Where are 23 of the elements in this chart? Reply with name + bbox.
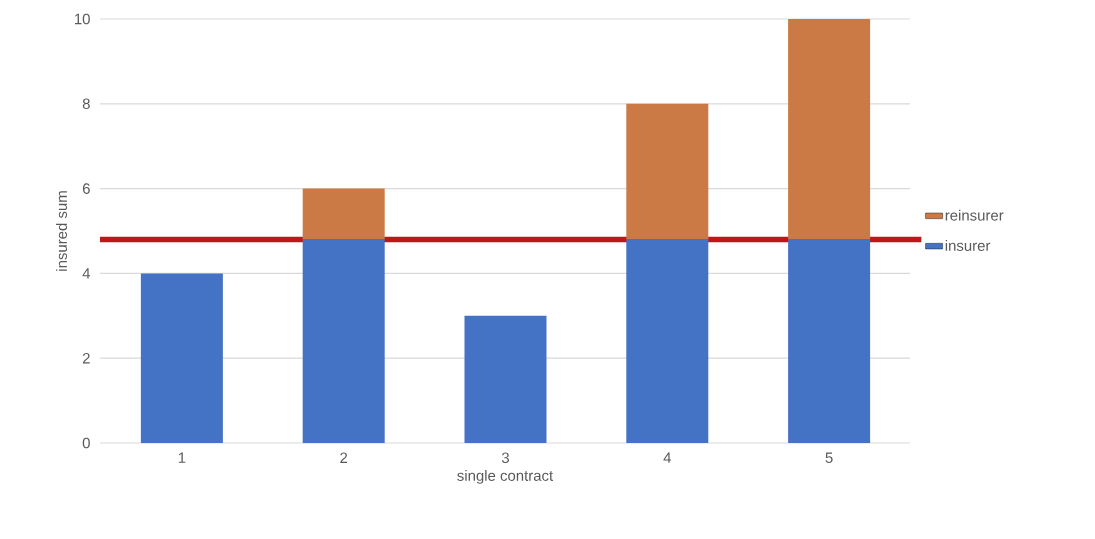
legend-label: insurer — [945, 239, 991, 251]
x-tick-label: 2 — [340, 452, 348, 463]
x-tick-label: 3 — [501, 452, 509, 464]
y-tick-label: 6 — [82, 183, 90, 194]
y-tick-label: 2 — [82, 352, 90, 364]
bar — [302, 188, 385, 240]
bar — [626, 103, 709, 240]
bar — [302, 239, 385, 443]
x-tick-label: 4 — [663, 452, 672, 463]
y-axis-title: insured sum — [56, 191, 68, 271]
legend-label: reinsurer — [945, 209, 1004, 221]
bar — [140, 273, 223, 443]
bar — [626, 239, 709, 443]
bar — [788, 239, 871, 443]
y-tick-label: 8 — [82, 98, 90, 110]
x-tick-label: 5 — [825, 452, 833, 463]
x-tick-label: 1 — [178, 452, 186, 463]
x-axis-title: single contract — [457, 469, 554, 484]
y-tick-label: 10 — [75, 13, 90, 25]
y-tick-label: 0 — [82, 437, 90, 449]
bar — [788, 19, 871, 240]
bar — [464, 315, 547, 443]
y-tick-label: 4 — [82, 268, 91, 279]
